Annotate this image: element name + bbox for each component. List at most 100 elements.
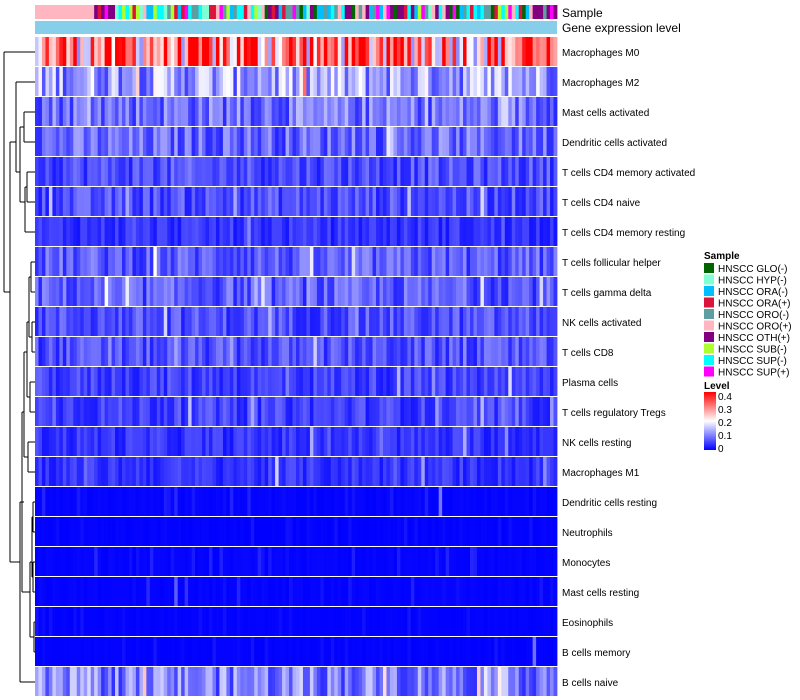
heatmap-cell [219, 637, 224, 666]
sample-annotation-cell [198, 5, 203, 19]
heatmap-cell [452, 607, 457, 636]
heatmap-cell [337, 457, 342, 486]
heatmap-cell [386, 427, 391, 456]
heatmap-cell [511, 367, 516, 396]
heatmap-cell [59, 517, 64, 546]
heatmap-cell [323, 187, 328, 216]
heatmap-cell [483, 607, 488, 636]
heatmap-cell [456, 247, 460, 276]
heatmap-cell [73, 127, 78, 156]
heatmap-cell [376, 277, 380, 306]
heatmap-cell [139, 157, 144, 186]
heatmap-cell [445, 97, 450, 126]
heatmap-cell [463, 37, 467, 66]
heatmap-cell [351, 307, 356, 336]
heatmap-cell [299, 307, 304, 336]
heatmap-cell [365, 307, 370, 336]
heatmap-cell [59, 667, 64, 696]
heatmap-cell [177, 667, 182, 696]
heatmap-cell [167, 547, 172, 576]
heatmap-cell [431, 457, 436, 486]
heatmap-cell [483, 277, 488, 306]
heatmap-cell [511, 127, 516, 156]
heatmap-cell [76, 37, 81, 66]
heatmap-cell [483, 307, 488, 336]
heatmap-cell [118, 307, 123, 336]
heatmap-cell [442, 607, 447, 636]
heatmap-cell [132, 217, 137, 246]
heatmap-cell [264, 547, 269, 576]
heatmap-cell [90, 457, 95, 486]
heatmap-cell [90, 157, 95, 186]
heatmap-cell [128, 517, 133, 546]
heatmap-cell [476, 517, 481, 546]
heatmap-cell [393, 307, 398, 336]
heatmap-cell [487, 37, 492, 66]
heatmap-cell [139, 547, 144, 576]
heatmap-cell [55, 367, 60, 396]
heatmap-cell [511, 97, 516, 126]
heatmap-cell [518, 427, 523, 456]
heatmap-cell [302, 547, 307, 576]
sample-annotation-cell [466, 5, 471, 19]
heatmap-cell [313, 637, 318, 666]
heatmap-cell [160, 637, 165, 666]
heatmap-cell [302, 247, 307, 276]
heatmap-cell [497, 667, 502, 696]
heatmap-cell [104, 187, 109, 216]
heatmap-cell [334, 187, 339, 216]
heatmap-cell [442, 427, 447, 456]
heatmap-cell [209, 607, 213, 636]
track-label-sample: Sample [562, 6, 603, 20]
heatmap-cell [403, 157, 408, 186]
heatmap-cell [59, 307, 64, 336]
heatmap-cell [372, 457, 377, 486]
heatmap-cell [184, 247, 189, 276]
heatmap-cell [473, 577, 478, 606]
heatmap-cell [518, 637, 523, 666]
heatmap-cell [536, 367, 540, 396]
heatmap-cell [115, 397, 119, 426]
heatmap-cell [73, 247, 78, 276]
heatmap-cell [38, 307, 43, 336]
heatmap-cell [417, 427, 422, 456]
heatmap-cell [376, 427, 380, 456]
heatmap-cell [403, 67, 408, 96]
heatmap-cell [379, 97, 384, 126]
heatmap-cell [132, 127, 137, 156]
heatmap-cell [146, 157, 151, 186]
heatmap-cell [35, 37, 39, 66]
heatmap-cell [257, 517, 262, 546]
heatmap-cell [532, 337, 537, 366]
heatmap-cell [445, 367, 450, 396]
heatmap-cell [522, 337, 527, 366]
heatmap-cell [115, 157, 119, 186]
heatmap-cell [41, 337, 46, 366]
heatmap-cell [365, 607, 370, 636]
heatmap-cell [170, 217, 175, 246]
heatmap-cell [177, 367, 182, 396]
heatmap-cell [139, 97, 144, 126]
heatmap-cell [504, 67, 509, 96]
sample-annotation-cell [289, 5, 293, 19]
heatmap-cell [108, 577, 112, 606]
heatmap-cell [532, 277, 537, 306]
heatmap-cell [348, 187, 353, 216]
heatmap-cell [229, 577, 234, 606]
heatmap-cell [466, 307, 471, 336]
heatmap-cell [480, 337, 485, 366]
heatmap-cell [410, 37, 415, 66]
level-legend: Level 0.40.30.20.10 [704, 381, 732, 455]
heatmap-cell [504, 157, 509, 186]
heatmap-cell [142, 277, 147, 306]
heatmap-cell [386, 337, 391, 366]
heatmap-cell [122, 127, 126, 156]
heatmap-cell [132, 607, 137, 636]
heatmap-cell [250, 517, 255, 546]
heatmap-cell [236, 337, 241, 366]
heatmap-cell [80, 307, 85, 336]
heatmap-cell [132, 667, 137, 696]
heatmap-cell [111, 577, 116, 606]
heatmap-cell [414, 427, 419, 456]
heatmap-cell [449, 577, 453, 606]
